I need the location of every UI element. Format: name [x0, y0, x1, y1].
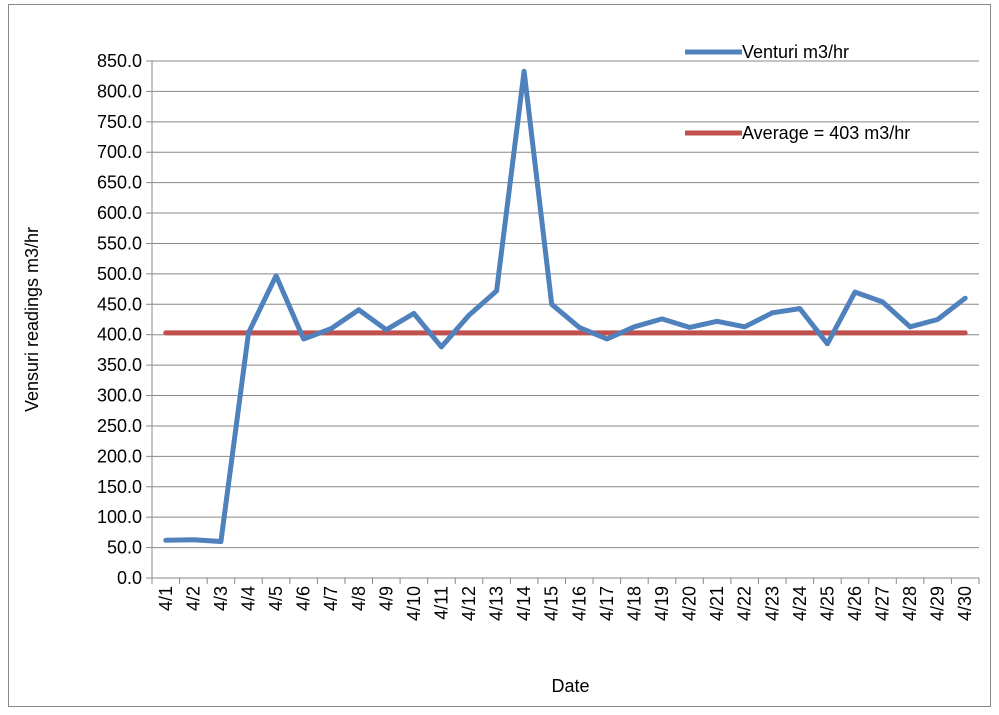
y-tick-label: 500.0 — [97, 264, 142, 284]
y-tick-label: 250.0 — [97, 416, 142, 436]
y-tick-label: 100.0 — [97, 507, 142, 527]
y-tick-label: 750.0 — [97, 112, 142, 132]
x-tick-label: 4/1 — [156, 586, 176, 611]
y-tick-label: 0.0 — [117, 568, 142, 588]
x-tick-label: 4/17 — [597, 586, 617, 621]
gridlines — [152, 60, 979, 549]
x-tick-label: 4/12 — [459, 586, 479, 621]
x-tick-label: 4/19 — [652, 586, 672, 621]
x-tick-label: 4/28 — [900, 586, 920, 621]
x-tick-label: 4/29 — [928, 586, 948, 621]
x-tick-label: 4/13 — [487, 586, 507, 621]
x-tick-label: 4/10 — [404, 586, 424, 621]
y-tick-label: 300.0 — [97, 386, 142, 406]
x-tick-label: 4/22 — [735, 586, 755, 621]
x-tick-labels: 4/1 4/2 4/3 4/4 4/5 4/6 4/7 4/8 4/9 4/10 4/11 4/12 4… — [151, 578, 980, 621]
x-tick-label: 4/27 — [873, 586, 893, 621]
x-tick-label: 4/11 — [431, 586, 451, 620]
y-tick-label: 850.0 — [97, 51, 142, 71]
line-chart: 0.0 50.0 100.0 150.0 200.0 250.0 300.0 350.0 400… — [22, 42, 980, 696]
y-tick-label: 650.0 — [97, 173, 142, 193]
y-tick-label: 550.0 — [97, 233, 142, 253]
x-tick-label: 4/24 — [790, 586, 810, 621]
x-tick-label: 4/25 — [817, 586, 837, 621]
y-tick-label: 450.0 — [97, 294, 142, 314]
y-tick-label: 150.0 — [97, 477, 142, 497]
x-tick-label: 4/16 — [569, 586, 589, 621]
x-tick-label: 4/7 — [321, 586, 341, 611]
x-tick-label: 4/21 — [707, 586, 727, 621]
x-tick-label: 4/2 — [183, 586, 203, 611]
x-tick-label: 4/4 — [238, 586, 258, 611]
y-tick-labels: 0.0 50.0 100.0 150.0 200.0 250.0 300.0 350.0 400… — [97, 51, 152, 588]
x-tick-label: 4/18 — [624, 586, 644, 621]
x-tick-label: 4/3 — [211, 586, 231, 611]
y-tick-label: 800.0 — [97, 81, 142, 101]
y-tick-label: 700.0 — [97, 142, 142, 162]
x-tick-label: 4/8 — [349, 586, 369, 611]
series-lines — [163, 68, 968, 544]
x-tick-label: 4/20 — [680, 586, 700, 621]
legend-label-venturi: Venturi m3/hr — [742, 42, 849, 62]
x-axis-title: Date — [551, 676, 589, 696]
x-tick-label: 4/9 — [376, 586, 396, 611]
series-line-venturi — [163, 68, 968, 544]
x-tick-label: 4/30 — [955, 586, 975, 621]
x-tick-label: 4/26 — [845, 586, 865, 621]
x-tick-label: 4/5 — [266, 586, 286, 611]
y-tick-label: 400.0 — [97, 325, 142, 345]
y-tick-label: 50.0 — [107, 538, 142, 558]
y-tick-label: 600.0 — [97, 203, 142, 223]
x-tick-label: 4/15 — [542, 586, 562, 621]
legend: Venturi m3/hr Average = 403 m3/hr — [685, 42, 910, 143]
x-tick-label: 4/14 — [514, 586, 534, 621]
x-tick-label: 4/6 — [294, 586, 314, 611]
legend-label-average: Average = 403 m3/hr — [742, 123, 910, 143]
x-tick-label: 4/23 — [762, 586, 782, 621]
y-tick-label: 350.0 — [97, 355, 142, 375]
y-tick-label: 200.0 — [97, 446, 142, 466]
y-axis-title: Vensuri readings m3/hr — [22, 227, 42, 412]
chart-area: 0.0 50.0 100.0 150.0 200.0 250.0 300.0 350.0 400… — [8, 4, 991, 707]
